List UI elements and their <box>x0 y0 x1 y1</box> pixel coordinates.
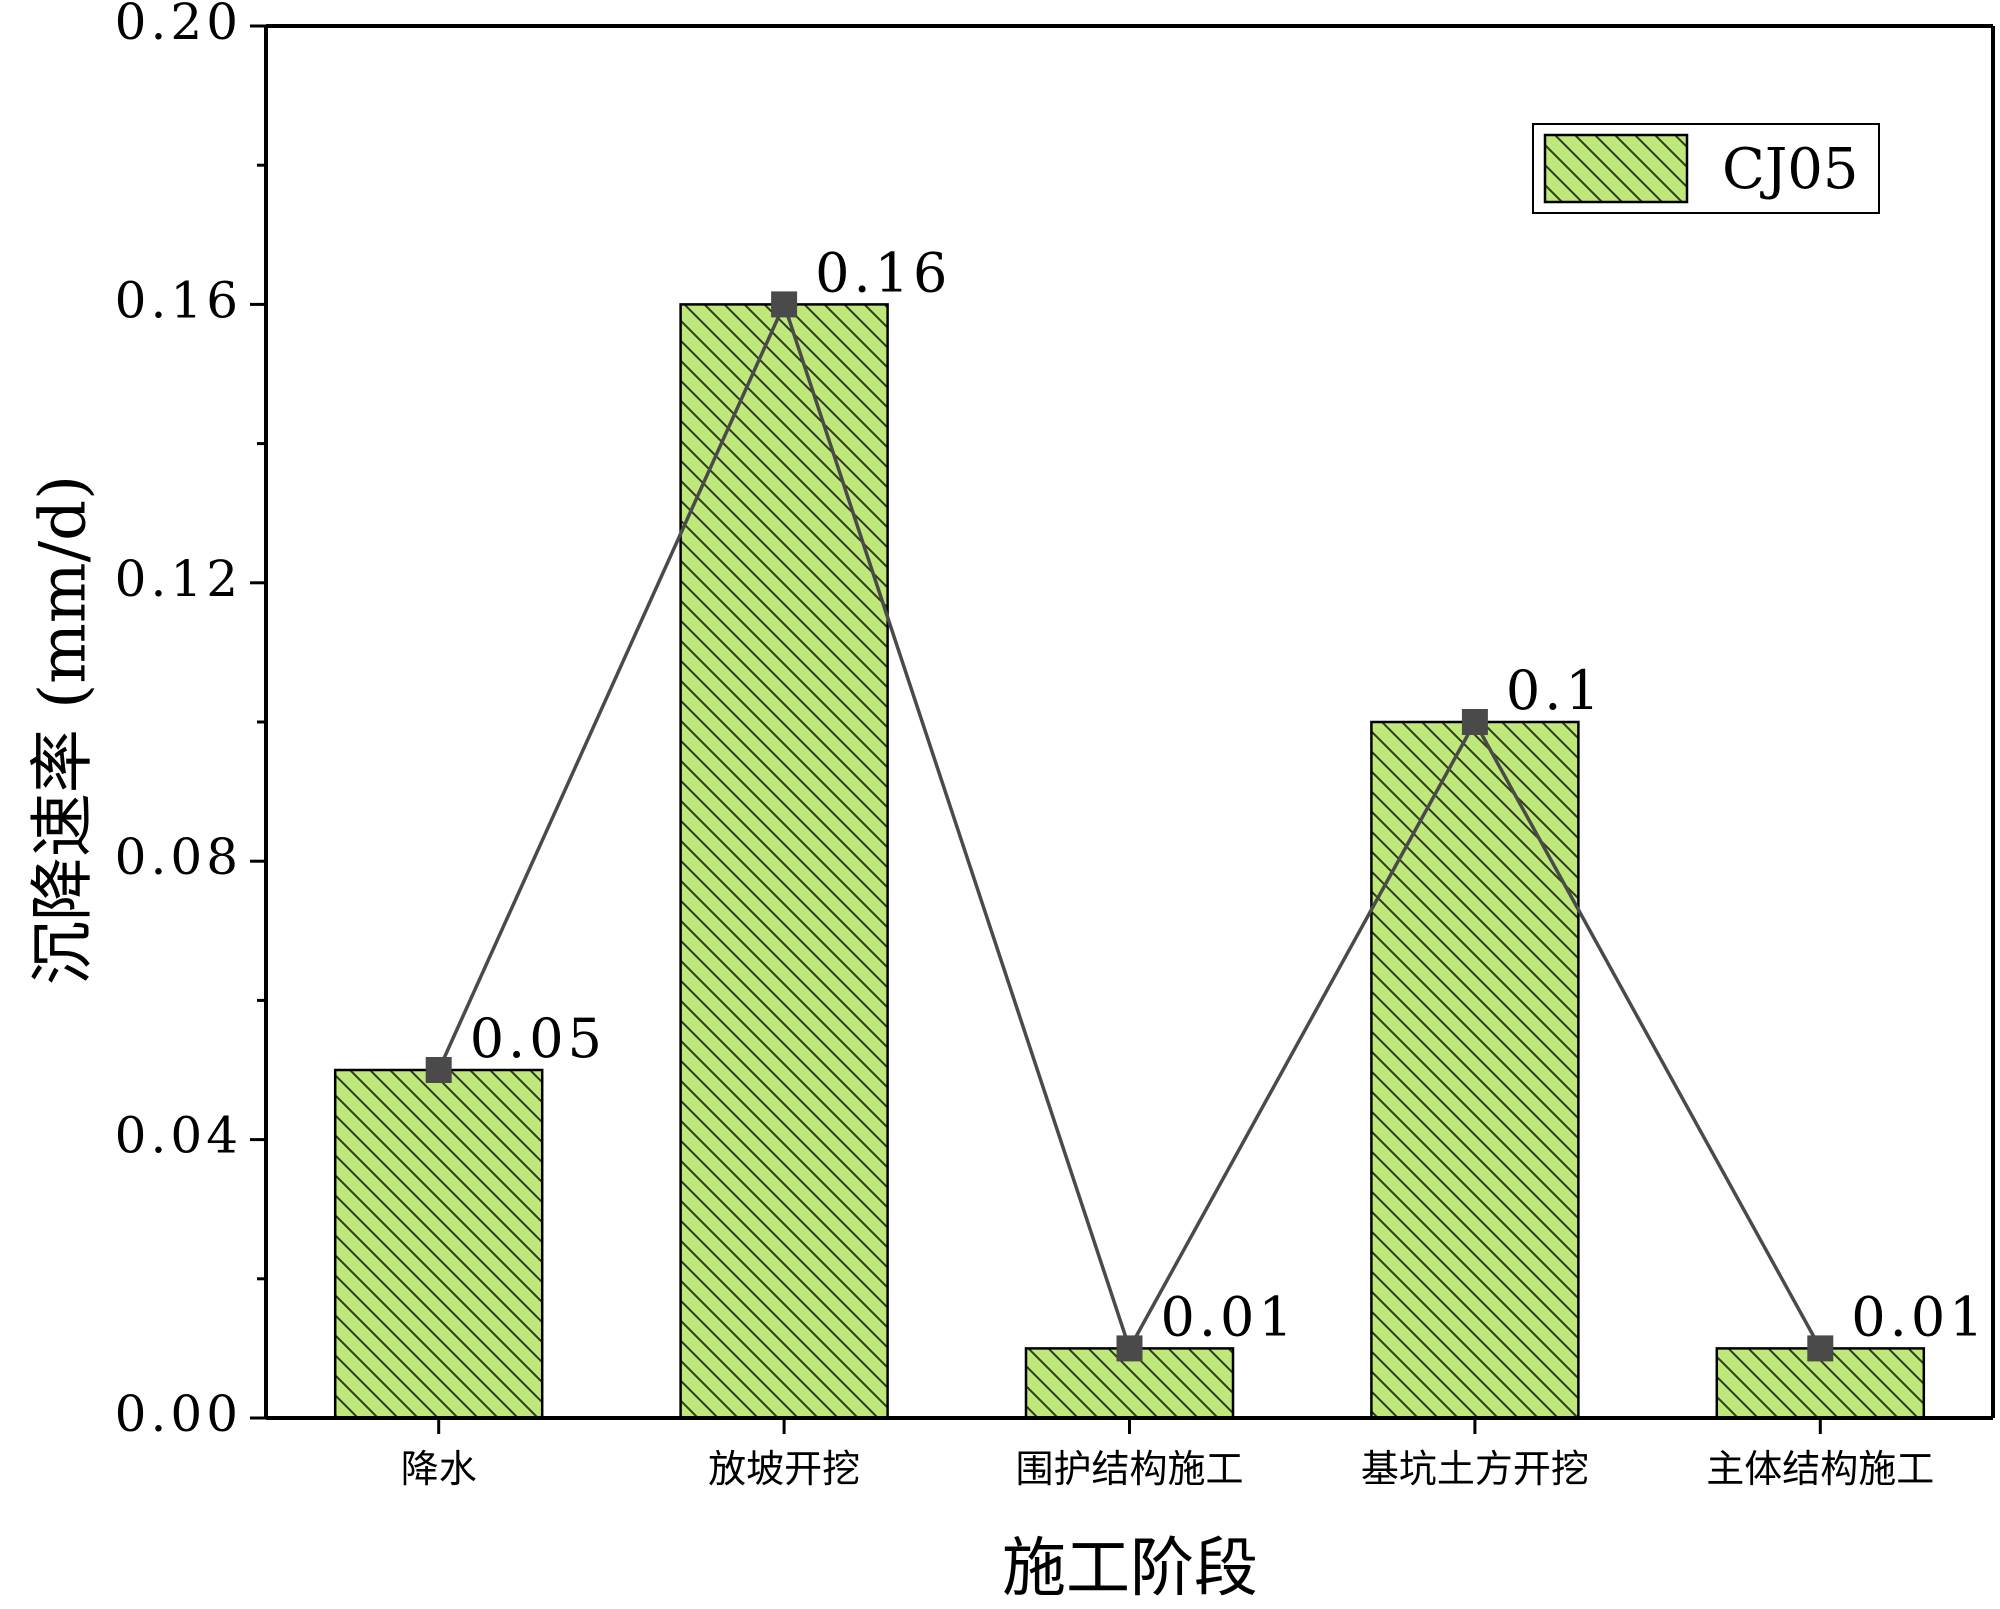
x-tick-label-1: 放坡开挖 <box>708 1447 860 1491</box>
marker-1 <box>771 291 798 318</box>
labels-layer: 0.05 0.16 0.01 0.1 0.01 <box>470 241 1987 1348</box>
y-tick-label-3: 0.12 <box>115 550 242 608</box>
bar-0 <box>333 1068 544 1420</box>
bar-3 <box>1370 720 1580 1420</box>
y-tick-label-0: 0.00 <box>115 1385 242 1443</box>
y-axis-title: 沉降速率 (mm/d) <box>27 475 101 985</box>
legend-swatch <box>1543 133 1689 204</box>
y-axis-title-group: 沉降速率 (mm/d) <box>27 475 101 985</box>
bars-layer <box>333 303 1926 1420</box>
data-label-0: 0.05 <box>470 1007 606 1070</box>
y-tick-label-5: 0.20 <box>115 0 242 51</box>
x-tick-label-3: 基坑土方开挖 <box>1361 1447 1589 1491</box>
data-label-2: 0.01 <box>1161 1285 1297 1348</box>
y-tick-label-2: 0.08 <box>115 828 242 886</box>
legend: CJ05 <box>1532 123 1880 214</box>
axes-layer: 0.00 0.04 0.08 0.12 0.16 0.20 降水 放坡开挖 围护结构施工 基坑土方… <box>115 0 1995 1491</box>
bar-1 <box>679 303 889 1420</box>
x-axis-title: 施工阶段 <box>1002 1532 1258 1605</box>
marker-2 <box>1116 1335 1143 1362</box>
x-tick-label-2: 围护结构施工 <box>1015 1447 1243 1491</box>
marker-4 <box>1807 1335 1834 1362</box>
line-layer <box>425 291 1834 1362</box>
legend-label: CJ05 <box>1722 137 1859 202</box>
x-tick-label-4: 主体结构施工 <box>1706 1447 1934 1491</box>
marker-3 <box>1461 709 1488 735</box>
series-line <box>437 299 1822 1353</box>
y-tick-label-4: 0.16 <box>115 271 242 329</box>
data-label-4: 0.01 <box>1851 1285 1987 1348</box>
x-tick-label-0: 降水 <box>401 1447 477 1491</box>
data-label-3: 0.1 <box>1506 659 1604 722</box>
marker-0 <box>425 1057 452 1083</box>
y-tick-label-1: 0.04 <box>115 1107 242 1165</box>
data-label-1: 0.16 <box>815 241 951 304</box>
